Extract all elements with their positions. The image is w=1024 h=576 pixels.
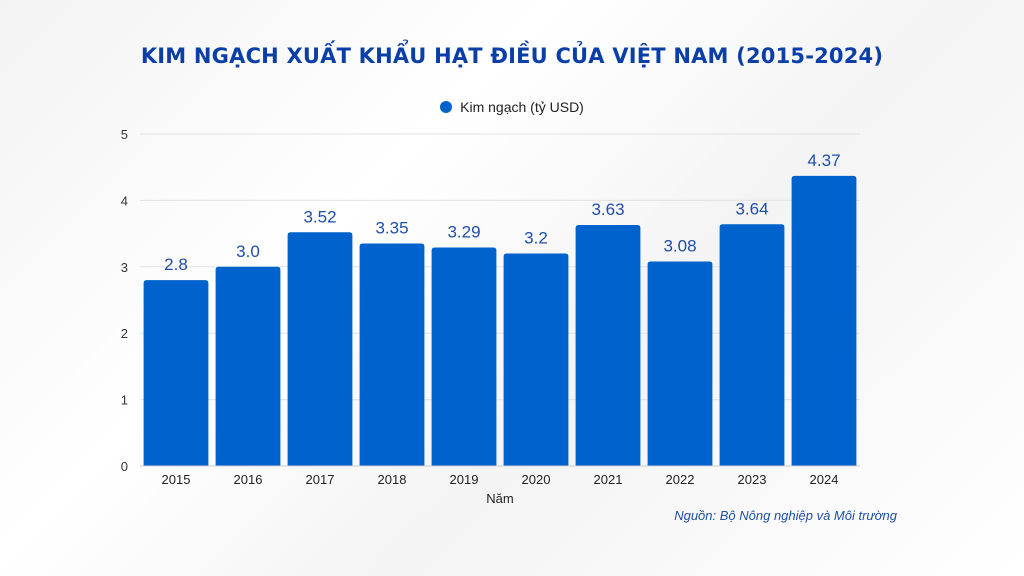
y-tick-label: 5	[121, 127, 128, 142]
x-tick-label-2021: 2021	[594, 472, 623, 487]
data-label-2016: 3.0	[236, 242, 260, 261]
y-axis-ticks: 0 1 2 3 4 5	[121, 127, 128, 474]
data-label-2020: 3.2	[524, 229, 548, 248]
x-tick-label-2018: 2018	[378, 472, 407, 487]
bar-2017	[287, 232, 353, 466]
x-tick-label-2022: 2022	[666, 472, 695, 487]
bar-2020	[503, 253, 569, 466]
y-tick-label: 4	[121, 193, 128, 208]
data-label-2024: 4.37	[807, 151, 840, 170]
bar-2022	[647, 261, 713, 466]
data-label-2019: 3.29	[447, 223, 480, 242]
x-tick-label-2020: 2020	[522, 472, 551, 487]
x-tick-label-2015: 2015	[162, 472, 191, 487]
source-note: Nguồn: Bộ Nông nghiệp và Môi trường	[674, 508, 897, 523]
x-tick-label-2016: 2016	[234, 472, 263, 487]
bars	[143, 175, 857, 466]
legend: Kim ngạch (tỷ USD)	[0, 99, 1024, 115]
legend-label: Kim ngạch (tỷ USD)	[460, 99, 584, 115]
x-tick-label-2023: 2023	[738, 472, 767, 487]
data-labels: 2.8 3.0 3.52 3.35 3.29 3.2 3.63 3.08 3.64 4.37	[164, 151, 840, 274]
bar-2016	[215, 266, 281, 466]
y-tick-label: 0	[121, 459, 128, 474]
y-tick-label: 2	[121, 326, 128, 341]
data-label-2015: 2.8	[164, 255, 188, 274]
bar-2021	[575, 224, 641, 466]
data-label-2022: 3.08	[663, 236, 696, 255]
x-axis-title: Năm	[486, 491, 513, 506]
data-label-2021: 3.63	[591, 200, 624, 219]
bar-2023	[719, 224, 785, 466]
bar-2015	[143, 280, 209, 466]
x-axis-ticks: 2015 2016 2017 2018 2019 2020 2021 2022 2023 2024	[162, 472, 839, 487]
bar-2024	[791, 175, 857, 466]
y-tick-label: 1	[121, 393, 128, 408]
y-tick-label: 3	[121, 260, 128, 275]
bar-2019	[431, 247, 497, 466]
data-label-2017: 3.52	[303, 207, 336, 226]
x-tick-label-2019: 2019	[450, 472, 479, 487]
bar-2018	[359, 243, 425, 466]
data-label-2023: 3.64	[735, 199, 768, 218]
chart-title: KIM NGẠCH XUẤT KHẨU HẠT ĐIỀU CỦA VIỆT NA…	[140, 44, 884, 68]
legend-swatch	[440, 101, 453, 113]
data-label-2018: 3.35	[375, 219, 408, 238]
x-tick-label-2024: 2024	[810, 472, 839, 487]
x-tick-label-2017: 2017	[306, 472, 335, 487]
